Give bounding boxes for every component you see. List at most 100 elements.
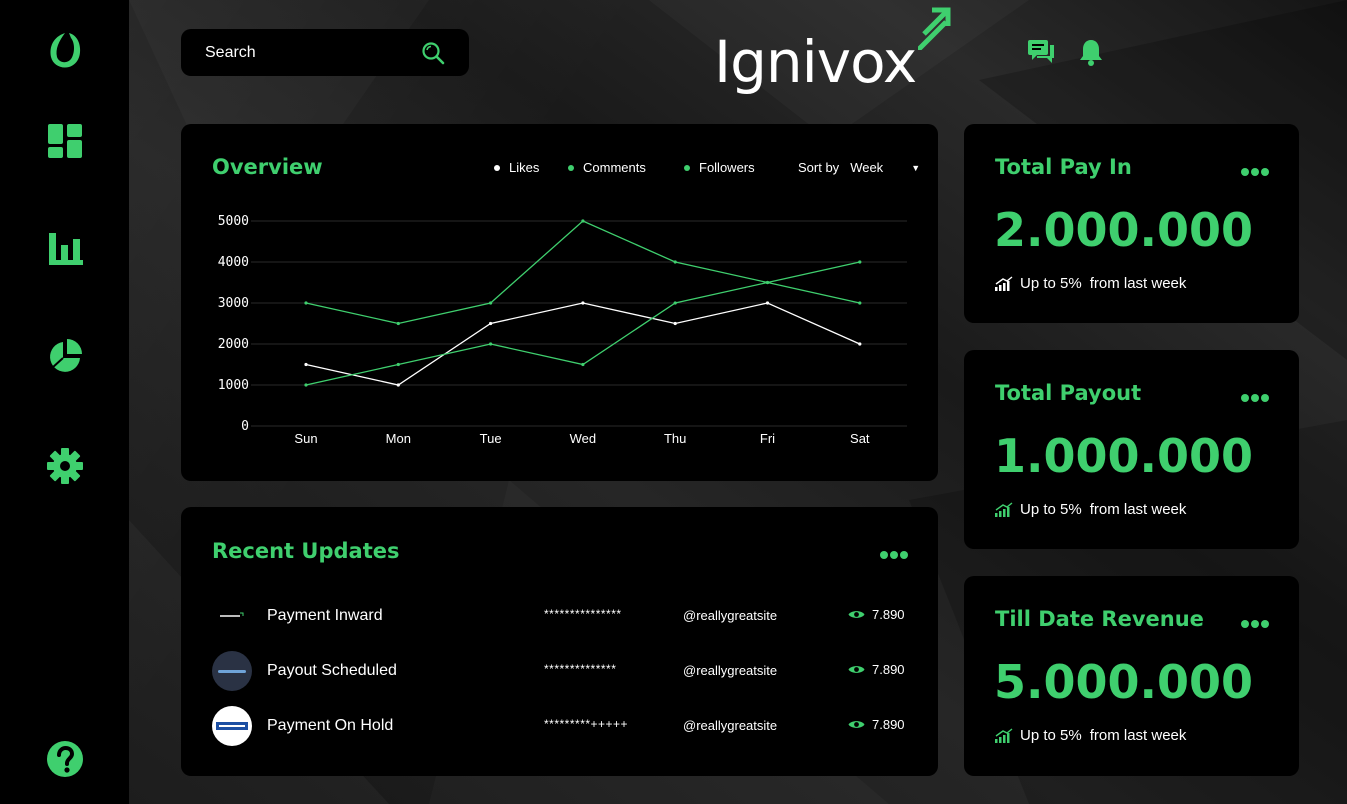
stat-period: from last week bbox=[1089, 275, 1187, 292]
data-point bbox=[858, 342, 862, 346]
recent-updates-title: Recent Updates bbox=[212, 539, 400, 563]
sort-dropdown[interactable]: Sort by Week ▼ bbox=[798, 160, 920, 175]
data-point bbox=[304, 362, 308, 367]
list-item[interactable]: Payout Scheduled ************** @reallyg… bbox=[181, 651, 938, 691]
data-point bbox=[673, 321, 677, 326]
eye-icon bbox=[848, 611, 865, 618]
gear-icon[interactable] bbox=[45, 446, 85, 486]
more-menu-icon[interactable] bbox=[1240, 390, 1270, 408]
series-line-comments bbox=[305, 220, 860, 325]
trend-up-icon bbox=[995, 501, 1013, 517]
caret-down-icon: ▼ bbox=[911, 162, 921, 173]
legend-label: Likes bbox=[509, 160, 540, 175]
handle[interactable]: @reallygreatsite bbox=[683, 608, 778, 623]
data-point bbox=[489, 321, 493, 326]
legend-comments: Comments bbox=[568, 160, 646, 175]
stat-value: 5.000.000 bbox=[994, 655, 1253, 709]
data-point bbox=[765, 280, 770, 285]
views-count: 7.890 bbox=[848, 717, 905, 732]
more-menu-icon[interactable] bbox=[1240, 164, 1270, 182]
legend-dot bbox=[568, 164, 574, 171]
handle[interactable]: @reallygreatsite bbox=[683, 718, 778, 733]
stat-change: Up to 5% from last week bbox=[995, 275, 1186, 292]
data-point bbox=[858, 301, 862, 305]
legend-followers: Followers bbox=[684, 160, 755, 175]
eye-icon bbox=[848, 721, 865, 728]
stat-period: from last week bbox=[1089, 727, 1187, 744]
data-point bbox=[673, 301, 677, 305]
brand-logo-text: Ignivox bbox=[714, 28, 917, 96]
y-tick-label: 5000 bbox=[218, 214, 249, 229]
data-point bbox=[765, 301, 770, 305]
stat-title: Till Date Revenue bbox=[995, 607, 1204, 631]
legend-dot bbox=[494, 164, 500, 171]
stat-period: from last week bbox=[1089, 501, 1187, 518]
legend-label: Followers bbox=[699, 160, 755, 175]
stat-change-value: Up to 5% bbox=[1020, 727, 1082, 744]
bar-chart-icon[interactable] bbox=[45, 229, 85, 269]
stat-change: Up to 5% from last week bbox=[995, 501, 1186, 518]
x-tick-label: Sun bbox=[294, 431, 317, 446]
brand-logo: Ignivox bbox=[712, 6, 962, 98]
x-tick-label: Thu bbox=[664, 431, 686, 446]
stat-value: 1.000.000 bbox=[994, 429, 1253, 483]
brand-leaf-icon[interactable] bbox=[45, 29, 85, 69]
data-point bbox=[489, 301, 493, 305]
masked-value: *********+++++ bbox=[544, 717, 629, 731]
y-tick-label: 4000 bbox=[218, 255, 249, 270]
more-menu-icon[interactable] bbox=[1240, 616, 1270, 634]
stat-card-till-date-revenue: Till Date Revenue 5.000.000 Up to 5% fro… bbox=[964, 576, 1299, 776]
list-item[interactable]: Payment Inward *************** @reallygr… bbox=[181, 596, 938, 636]
search-input[interactable] bbox=[181, 29, 411, 76]
data-point bbox=[581, 301, 585, 305]
bell-icon[interactable] bbox=[1079, 38, 1103, 71]
legend-likes: Likes bbox=[494, 160, 539, 175]
y-tick-label: 2000 bbox=[218, 337, 249, 352]
x-tick-label: Wed bbox=[570, 431, 597, 446]
data-point bbox=[581, 362, 585, 367]
data-point bbox=[396, 321, 400, 326]
overview-title: Overview bbox=[212, 155, 323, 179]
search-icon[interactable] bbox=[421, 41, 445, 70]
trend-up-icon bbox=[995, 727, 1013, 743]
legend-dot bbox=[684, 164, 690, 171]
stat-card-total-pay-in: Total Pay In 2.000.000 Up to 5% from las… bbox=[964, 124, 1299, 323]
update-title: Payment Inward bbox=[267, 607, 383, 624]
sort-value: Week bbox=[850, 160, 884, 175]
x-tick-label: Sat bbox=[850, 431, 870, 446]
data-point bbox=[858, 260, 862, 264]
data-point bbox=[304, 383, 308, 387]
stat-value: 2.000.000 bbox=[994, 203, 1253, 257]
handle[interactable]: @reallygreatsite bbox=[683, 663, 778, 678]
pie-chart-icon[interactable] bbox=[45, 336, 85, 376]
overview-line-chart: 0 1000 2000 3000 4000 5000 Sun Mon Tue Wed Thu Fri S… bbox=[218, 214, 907, 446]
views-value: 7.890 bbox=[872, 717, 905, 732]
y-tick-label: 1000 bbox=[218, 378, 249, 393]
update-title: Payout Scheduled bbox=[267, 662, 397, 679]
search-bar bbox=[181, 29, 469, 76]
series-line-followers bbox=[305, 261, 860, 386]
y-tick-label: 3000 bbox=[218, 296, 249, 311]
views-value: 7.890 bbox=[872, 607, 905, 622]
besco-logo-icon bbox=[212, 706, 252, 746]
stat-change: Up to 5% from last week bbox=[995, 727, 1186, 744]
stat-title: Total Pay In bbox=[995, 155, 1132, 179]
help-icon[interactable] bbox=[45, 739, 85, 779]
list-item[interactable]: Payment On Hold *********+++++ @reallygr… bbox=[181, 706, 938, 746]
eye-icon bbox=[848, 666, 865, 673]
more-menu-icon[interactable] bbox=[879, 547, 909, 565]
masked-value: ************** bbox=[544, 662, 617, 676]
views-value: 7.890 bbox=[872, 662, 905, 677]
data-point bbox=[396, 383, 400, 387]
volpay-logo-icon bbox=[212, 651, 252, 691]
stat-change-value: Up to 5% bbox=[1020, 501, 1082, 518]
views-count: 7.890 bbox=[848, 607, 905, 622]
data-point bbox=[304, 301, 308, 305]
masked-value: *************** bbox=[544, 607, 622, 621]
ignivox-logo-icon bbox=[212, 596, 252, 636]
stat-title: Total Payout bbox=[995, 381, 1142, 405]
recent-updates-card: Recent Updates Payment Inward **********… bbox=[181, 507, 938, 776]
chat-icon[interactable] bbox=[1027, 38, 1055, 71]
x-tick-label: Mon bbox=[386, 431, 411, 446]
dashboard-icon[interactable] bbox=[45, 121, 85, 161]
